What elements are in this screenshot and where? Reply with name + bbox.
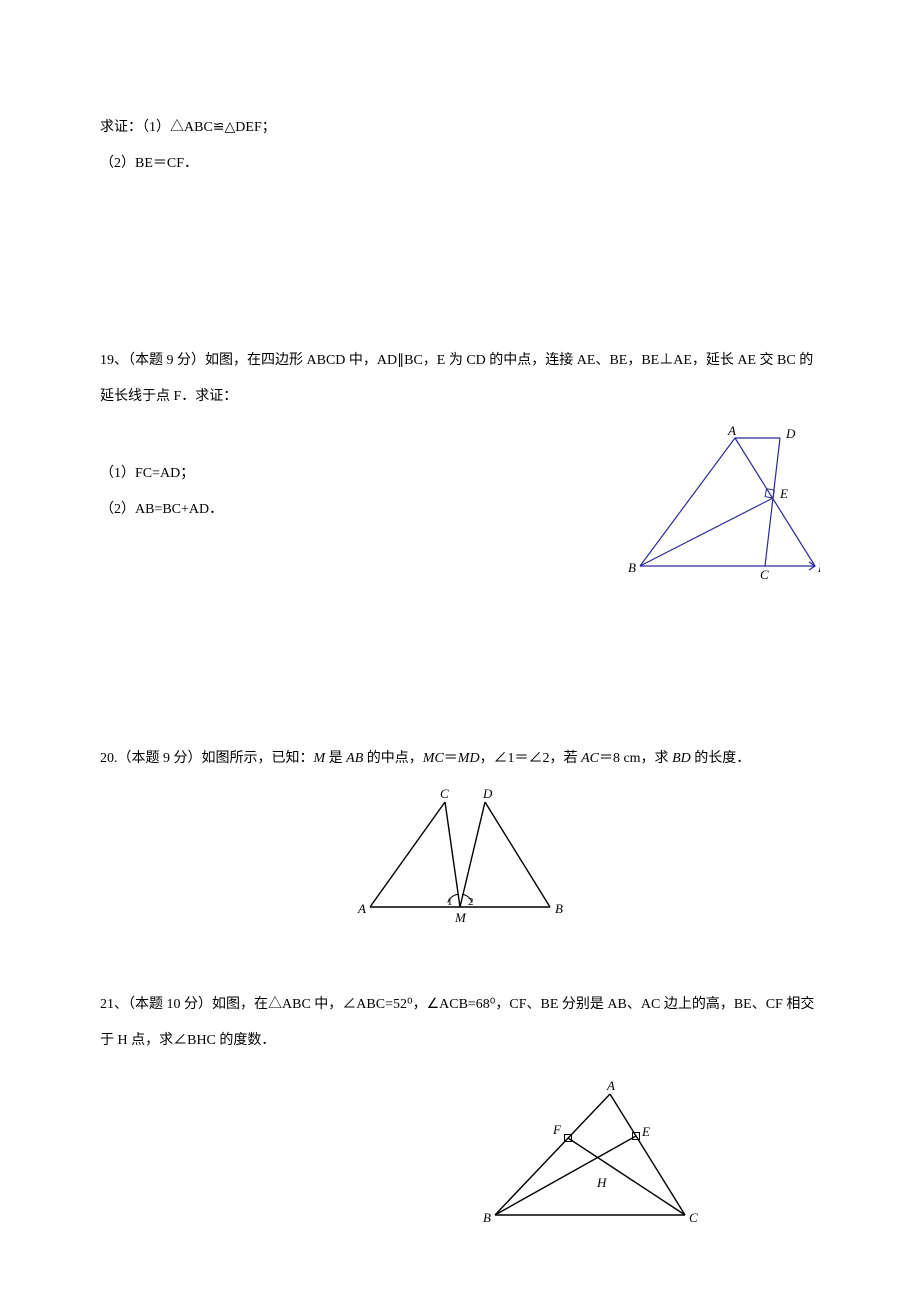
svg-text:D: D: [785, 426, 796, 441]
q21-figure: A B C F E H: [100, 1080, 820, 1230]
q19-intro: 19、（本题 9 分）如图，在四边形 ABCD 中，AD∥BC，E 为 CD 的…: [100, 343, 820, 416]
svg-text:C: C: [440, 787, 449, 801]
page: 求证：（1）△ABC≌△DEF； （2）BE＝CF． 19、（本题 9 分）如图…: [0, 0, 920, 1290]
svg-text:D: D: [482, 787, 493, 801]
q20-t-h: MD: [458, 751, 480, 766]
q19-body: （1）FC=AD； （2）AB=BC+AD． A D B C F E: [100, 426, 820, 581]
svg-text:C: C: [689, 1210, 698, 1225]
svg-text:A: A: [357, 901, 366, 916]
svg-text:E: E: [779, 486, 788, 501]
q20-block: 20.（本题 9 分）如图所示，已知：M 是 AB 的中点，MC＝MD，∠1＝∠…: [100, 741, 820, 927]
svg-text:C: C: [760, 567, 769, 581]
q20-t-d: AB: [346, 751, 363, 766]
q20-t-g: ＝: [444, 751, 458, 766]
q20-t-m: 的长度．: [691, 751, 751, 766]
svg-text:M: M: [454, 910, 467, 925]
q20-t-e: 的中点，: [363, 751, 423, 766]
q20-t-i: ，∠1＝∠2，若: [480, 751, 582, 766]
q21-svg: A B C F E H: [475, 1080, 705, 1230]
q18-line2: （2）BE＝CF．: [100, 146, 820, 182]
q20-figure: 1 2 A B M C D: [100, 787, 820, 927]
q19-figure: A D B C F E: [620, 426, 820, 581]
q20-t-b: M: [314, 751, 326, 766]
q20-intro: 20.（本题 9 分）如图所示，已知：M 是 AB 的中点，MC＝MD，∠1＝∠…: [100, 741, 820, 777]
q18-line1: 求证：（1）△ABC≌△DEF；: [100, 110, 820, 146]
q20-t-j: AC: [581, 751, 599, 766]
q20-svg: 1 2 A B M C D: [355, 787, 565, 927]
q20-t-a: 20.（本题 9 分）如图所示，已知：: [100, 751, 314, 766]
q20-t-l: BD: [672, 751, 691, 766]
svg-text:A: A: [727, 426, 736, 438]
svg-text:H: H: [596, 1175, 607, 1190]
svg-text:E: E: [641, 1124, 650, 1139]
svg-text:F: F: [552, 1122, 562, 1137]
svg-text:F: F: [817, 560, 820, 575]
q19-p1: （1）FC=AD；: [100, 456, 620, 492]
svg-text:B: B: [483, 1210, 491, 1225]
svg-text:B: B: [628, 560, 636, 575]
q20-t-c: 是: [325, 751, 346, 766]
q21-block: 21、（本题 10 分）如图，在△ABC 中，∠ABC=52⁰，∠ACB=68⁰…: [100, 987, 820, 1230]
svg-text:2: 2: [468, 896, 474, 908]
q20-t-f: MC: [423, 751, 444, 766]
q19-block: 19、（本题 9 分）如图，在四边形 ABCD 中，AD∥BC，E 为 CD 的…: [100, 343, 820, 581]
q19-svg: A D B C F E: [620, 426, 820, 581]
q21-intro: 21、（本题 10 分）如图，在△ABC 中，∠ABC=52⁰，∠ACB=68⁰…: [100, 987, 820, 1060]
q18-block: 求证：（1）△ABC≌△DEF； （2）BE＝CF．: [100, 110, 820, 183]
svg-text:1: 1: [447, 896, 453, 908]
svg-text:A: A: [606, 1080, 615, 1093]
svg-text:B: B: [555, 901, 563, 916]
q19-left: （1）FC=AD； （2）AB=BC+AD．: [100, 426, 620, 529]
q19-p2: （2）AB=BC+AD．: [100, 492, 620, 528]
q20-t-k: ＝8 cm，求: [599, 751, 672, 766]
